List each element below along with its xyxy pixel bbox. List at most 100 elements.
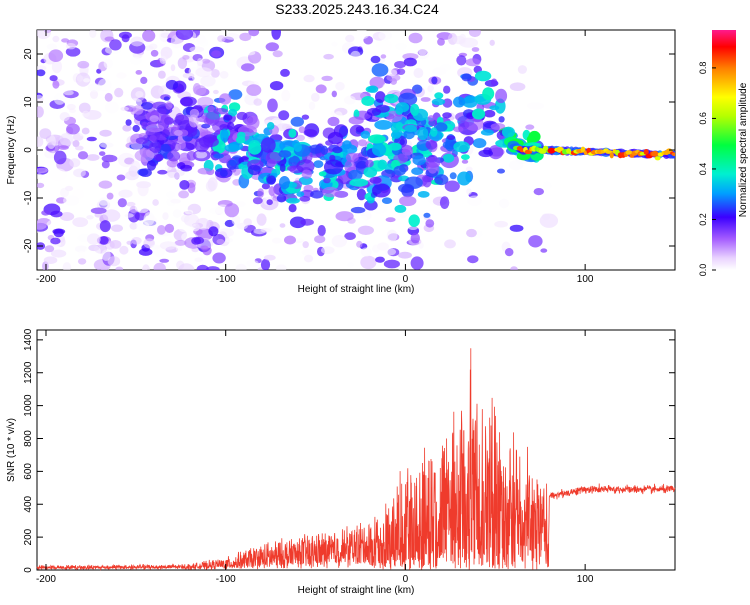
spectrogram-cell xyxy=(281,89,291,102)
spectrogram-cell xyxy=(52,80,60,89)
spectrogram-cell xyxy=(162,212,169,221)
spectrogram-cell xyxy=(385,248,397,256)
snr-y-tick-label: 1400 xyxy=(23,328,34,351)
spectrogram-cell xyxy=(288,204,297,213)
spectrogram-cell xyxy=(189,61,199,66)
spectrogram-cell xyxy=(279,223,286,228)
spectrogram-cell xyxy=(99,220,111,233)
spectrogram-cell xyxy=(357,225,374,235)
spectrogram-cell xyxy=(464,116,484,131)
spectrogram-cell xyxy=(349,178,369,187)
spectrogram-cell xyxy=(358,215,367,221)
spectrogram-cell xyxy=(288,128,297,138)
spectrogram-cell xyxy=(266,175,276,185)
spectrogram-cell xyxy=(298,126,306,134)
spectrogram-cell xyxy=(320,145,329,155)
spectrogram-cell xyxy=(58,145,69,150)
spectrogram-cell xyxy=(356,188,367,201)
spectrogram-cell xyxy=(98,180,113,189)
spectrogram-cell xyxy=(49,75,58,82)
spectrogram-cell xyxy=(137,182,149,197)
spectrogram-cell xyxy=(125,170,140,181)
spectrogram-cell xyxy=(361,96,375,106)
spectrogram-cell xyxy=(311,92,320,102)
spectrogram-cell xyxy=(118,189,133,198)
spectrogram-cell xyxy=(377,159,388,170)
spectrogram-cell xyxy=(383,259,400,269)
spectrogram-cell xyxy=(196,58,204,67)
spectrogram-cell xyxy=(46,43,58,50)
spectrogram-cell xyxy=(433,122,448,132)
spectrogram-cell xyxy=(444,180,460,192)
spectrogram-cell xyxy=(321,246,335,255)
spectrogram-cell xyxy=(451,254,464,266)
spectrogram-cell xyxy=(205,180,216,192)
spectrogram-cell xyxy=(377,242,389,251)
spectrogram-cell xyxy=(140,76,148,84)
spectrogram-cell xyxy=(342,140,352,150)
spectrogram-cell xyxy=(367,134,386,144)
spectrogram-cell xyxy=(87,190,95,199)
spectrogram-cell xyxy=(442,153,455,163)
spectrogram-cell xyxy=(135,70,143,75)
spectrogram-cell xyxy=(360,247,372,257)
spectrogram-cell xyxy=(413,67,424,79)
spectrogram-cell xyxy=(266,227,273,233)
spectrogram-cell xyxy=(72,140,80,148)
spectrogram-cell xyxy=(267,122,275,130)
snr-y-tick-label: 600 xyxy=(23,463,34,480)
spectrogram-cell xyxy=(66,103,76,111)
spectrogram-cell xyxy=(541,213,551,221)
spectrogram-cell xyxy=(269,81,284,91)
spectrogram-cell xyxy=(498,116,505,123)
figure-title: S233.2025.243.16.34.C24 xyxy=(275,1,439,17)
spectrogram-cell xyxy=(466,228,477,238)
spectrogram-cell xyxy=(318,171,327,177)
spectrogram-cell xyxy=(149,135,157,142)
spectrogram-cell xyxy=(261,183,270,190)
spectrogram-cell xyxy=(62,262,72,270)
spectrogram-cell xyxy=(272,50,283,58)
spectrogram-cell xyxy=(268,186,276,197)
spectrogram-cell xyxy=(153,154,164,162)
spectrogram-cell xyxy=(77,258,87,265)
spectrogram-cell xyxy=(382,83,392,91)
spectrogram-cell xyxy=(468,30,481,38)
spectrogram-cell xyxy=(227,122,235,131)
spectrogram-cell xyxy=(461,81,466,86)
spectrogram-cell xyxy=(298,176,313,185)
spectrogram-cell xyxy=(219,71,229,79)
spectrogram-cell xyxy=(483,109,496,118)
spectrogram-cell xyxy=(643,149,649,155)
spectrogram-cell xyxy=(498,198,510,209)
spectrogram-cell xyxy=(395,102,410,113)
spectrogram-cell xyxy=(172,209,182,218)
spectrogram-cell xyxy=(102,209,121,222)
spectrogram-cell xyxy=(236,222,248,230)
spectrogram-cell xyxy=(509,82,526,91)
spectrogram-cell xyxy=(83,78,91,83)
spectrogram-cell xyxy=(164,172,181,180)
spectrogram-cell xyxy=(654,156,661,161)
spectrogram-cell xyxy=(404,124,417,132)
spectrogram-cell xyxy=(380,54,387,59)
spectrogram-cell xyxy=(193,236,205,245)
spectrogram-cell xyxy=(410,232,420,244)
spectrogram-cell xyxy=(263,254,276,261)
spectrogram-cell xyxy=(386,229,398,242)
spectrogram-cell xyxy=(248,142,262,155)
spectrogram-cell xyxy=(296,159,315,174)
spectrogram-cell xyxy=(472,108,486,120)
spectrogram-cell xyxy=(275,264,287,270)
spectrogram-cell xyxy=(98,197,110,206)
spectrogram-cell xyxy=(289,216,306,229)
spectrogram-cell xyxy=(474,70,492,82)
spectrogram-cell xyxy=(117,49,130,58)
spectrogram-cell xyxy=(353,109,360,118)
spectrogram-cell xyxy=(367,85,379,93)
spectrogram-cell xyxy=(462,96,478,108)
spectrogram-cell xyxy=(301,169,313,179)
spectrogram-cell xyxy=(399,195,417,207)
spectrogram-cell xyxy=(360,130,371,139)
spectrogram-cell xyxy=(179,180,190,190)
